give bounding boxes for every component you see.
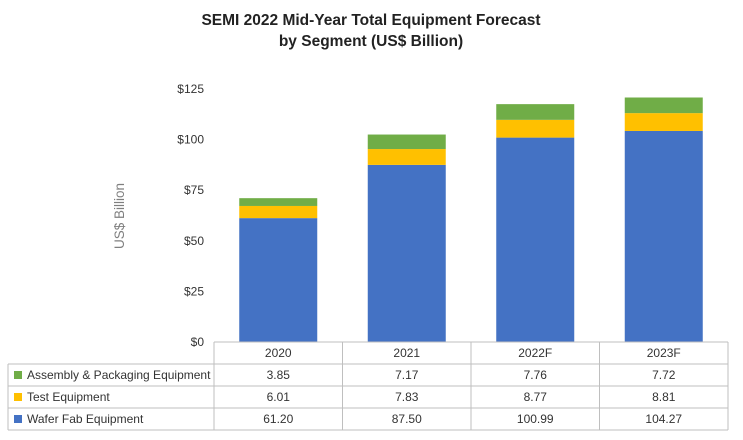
chart-title-line1: SEMI 2022 Mid-Year Total Equipment Forec… [201, 12, 540, 29]
y-tick-label: $100 [177, 133, 204, 147]
legend-entry: Test Equipment [27, 390, 110, 404]
bar-segment-assembly-packaging-equipment [239, 198, 318, 206]
y-tick-label: $0 [191, 335, 205, 349]
y-tick-label: $125 [177, 82, 204, 96]
bar-segment-wafer-fab-equipment [496, 137, 575, 342]
category-label: 2021 [393, 346, 420, 360]
bar-stacks [239, 97, 703, 342]
chart-title-line2: by Segment (US$ Billion) [279, 33, 463, 50]
data-label: 7.83 [395, 390, 419, 404]
category-label: 2020 [265, 346, 292, 360]
bar-segment-test-equipment [624, 113, 703, 131]
data-label: 8.81 [652, 390, 676, 404]
y-tick-label: $75 [184, 183, 204, 197]
data-label: 8.77 [524, 390, 548, 404]
bar-segment-wafer-fab-equipment [239, 218, 318, 342]
y-axis-ticks: $0 $25 $50 $75 $100 $125 [177, 82, 204, 349]
legend-entry: Assembly & Packaging Equipment [27, 368, 211, 382]
legend-swatch [14, 415, 22, 423]
bar-segment-assembly-packaging-equipment [624, 97, 703, 114]
data-label: 100.99 [517, 412, 554, 426]
y-axis-label: US$ Billion [112, 183, 127, 249]
category-label: 2022F [518, 346, 552, 360]
bar-segment-test-equipment [496, 119, 575, 138]
bar-segment-test-equipment [367, 149, 446, 165]
bar-segment-wafer-fab-equipment [624, 130, 703, 342]
legend-swatch [14, 371, 22, 379]
data-table: 2020 2021 2022F 2023F Assembly & Packaging E… [7, 341, 729, 431]
data-label: 7.76 [524, 368, 548, 382]
data-label: 7.17 [395, 368, 419, 382]
bar-segment-test-equipment [239, 205, 318, 219]
data-label: 104.27 [645, 412, 682, 426]
legend-swatch [14, 393, 22, 401]
bar-segment-assembly-packaging-equipment [496, 104, 575, 120]
legend-entry: Wafer Fab Equipment [27, 412, 144, 426]
data-label: 61.20 [263, 412, 293, 426]
data-label: 87.50 [392, 412, 422, 426]
data-label: 7.72 [652, 368, 676, 382]
bar-segment-wafer-fab-equipment [367, 164, 446, 342]
y-tick-label: $25 [184, 284, 204, 298]
data-label: 3.85 [267, 368, 291, 382]
bar-segment-assembly-packaging-equipment [367, 134, 446, 150]
y-tick-label: $50 [184, 234, 204, 248]
category-label: 2023F [647, 346, 681, 360]
data-label: 6.01 [267, 390, 291, 404]
